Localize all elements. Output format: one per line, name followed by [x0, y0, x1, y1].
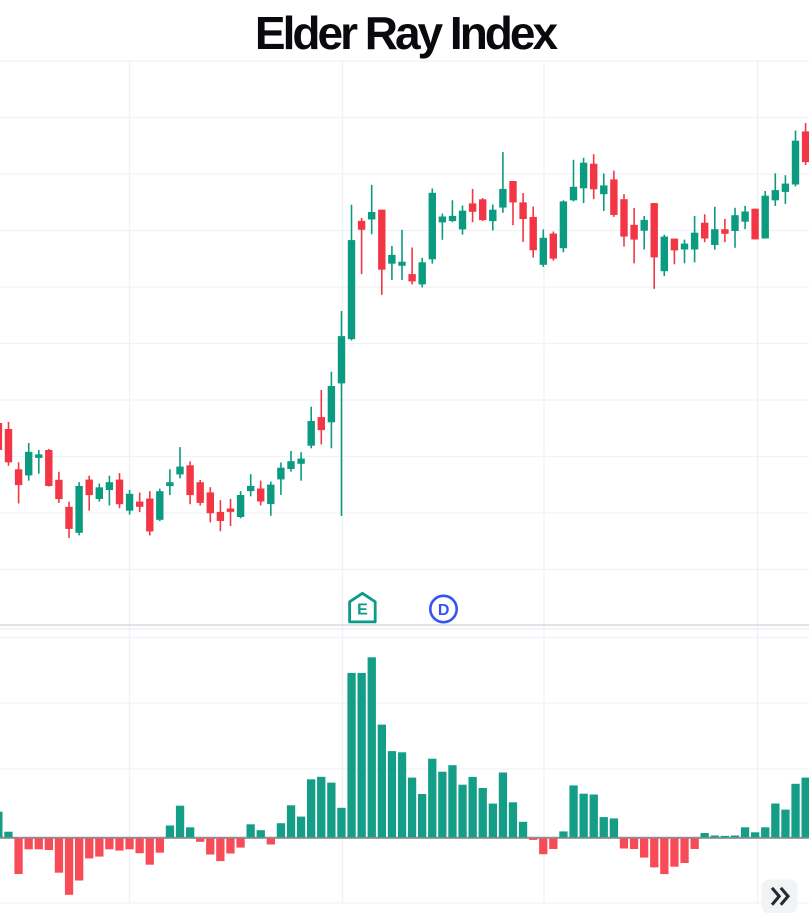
svg-text:Elder Ray Index: Elder Ray Index [255, 7, 559, 59]
svg-text:E: E [357, 602, 368, 619]
svg-text:D: D [438, 602, 450, 619]
